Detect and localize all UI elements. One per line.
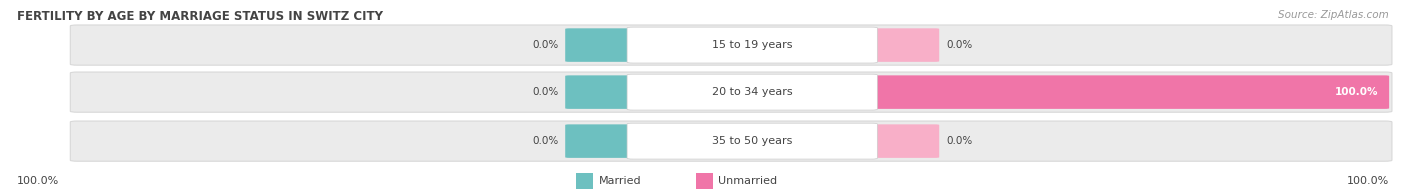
FancyBboxPatch shape: [576, 173, 593, 189]
FancyBboxPatch shape: [565, 28, 637, 62]
FancyBboxPatch shape: [868, 124, 939, 158]
Text: 0.0%: 0.0%: [531, 40, 558, 50]
FancyBboxPatch shape: [627, 123, 877, 159]
Text: 35 to 50 years: 35 to 50 years: [711, 136, 793, 146]
FancyBboxPatch shape: [627, 27, 877, 63]
FancyBboxPatch shape: [565, 124, 637, 158]
FancyBboxPatch shape: [565, 75, 637, 109]
FancyBboxPatch shape: [868, 28, 939, 62]
Text: Unmarried: Unmarried: [718, 176, 778, 186]
FancyBboxPatch shape: [868, 75, 1389, 109]
Text: 0.0%: 0.0%: [531, 87, 558, 97]
Text: 20 to 34 years: 20 to 34 years: [711, 87, 793, 97]
Text: 0.0%: 0.0%: [531, 136, 558, 146]
Text: 15 to 19 years: 15 to 19 years: [711, 40, 793, 50]
Text: FERTILITY BY AGE BY MARRIAGE STATUS IN SWITZ CITY: FERTILITY BY AGE BY MARRIAGE STATUS IN S…: [17, 10, 382, 23]
Text: 0.0%: 0.0%: [946, 40, 973, 50]
Text: Married: Married: [599, 176, 641, 186]
FancyBboxPatch shape: [70, 121, 1392, 161]
FancyBboxPatch shape: [627, 74, 877, 110]
Text: 100.0%: 100.0%: [17, 176, 59, 186]
Text: Source: ZipAtlas.com: Source: ZipAtlas.com: [1278, 10, 1389, 20]
Text: 100.0%: 100.0%: [1334, 87, 1378, 97]
FancyBboxPatch shape: [70, 25, 1392, 65]
FancyBboxPatch shape: [70, 72, 1392, 112]
Text: 100.0%: 100.0%: [1347, 176, 1389, 186]
Text: 0.0%: 0.0%: [946, 136, 973, 146]
FancyBboxPatch shape: [696, 173, 713, 189]
